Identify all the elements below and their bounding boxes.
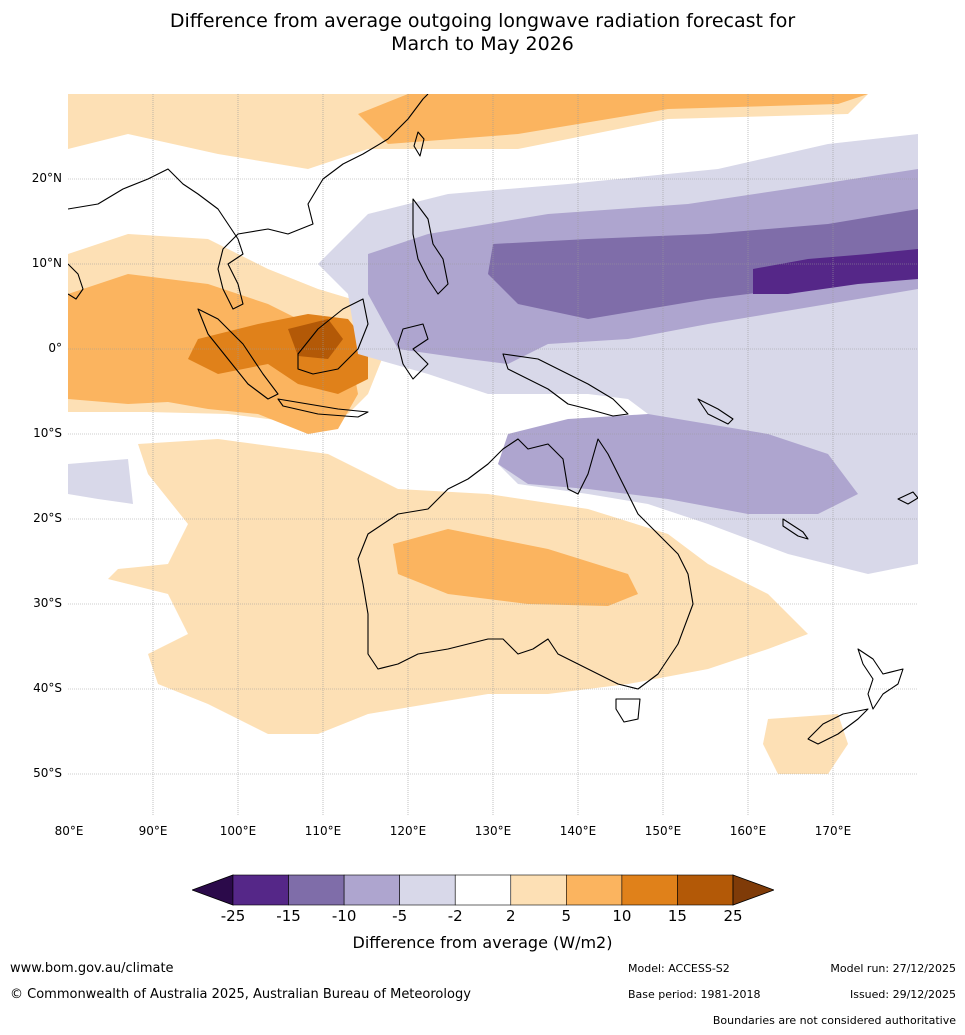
colorbar-tick-label: 5 <box>561 907 572 925</box>
anomaly-violet-pacific <box>488 209 918 319</box>
taiwan-coastline <box>413 131 425 157</box>
colorbar-tick-label: -15 <box>276 907 301 925</box>
colorbar-label: Difference from average (W/m2) <box>352 933 613 952</box>
model-text: Model: ACCESS-S2 <box>628 962 730 975</box>
graticule <box>68 94 918 816</box>
java-coastline <box>277 398 369 418</box>
map-title: Difference from average outgoing longwav… <box>0 10 965 56</box>
anomaly-deep-purple-pacific <box>753 249 918 294</box>
colorbar-segment <box>454 874 512 906</box>
borneo-coastline <box>297 298 369 375</box>
lon-label-130e: 130°E <box>474 824 512 838</box>
colorbar-segment <box>510 874 567 906</box>
anomaly-orange-north <box>358 94 868 144</box>
lon-label-140e: 140°E <box>559 824 597 838</box>
lat-label-20n: 20°N <box>31 171 62 185</box>
colorbar-tick-label: -2 <box>447 907 463 925</box>
lat-label-10n: 10°N <box>31 256 62 270</box>
model-run-text: Model run: 27/12/2025 <box>830 962 956 975</box>
issued-text: Issued: 29/12/2025 <box>849 988 956 1001</box>
colorbar-tick-label: 2 <box>505 907 516 925</box>
lon-label-120e: 120°E <box>389 824 427 838</box>
sulawesi-coastline <box>397 323 429 380</box>
olr-anomaly-map <box>68 94 918 816</box>
colorbar <box>192 874 774 906</box>
title-line-1: Difference from average outgoing longwav… <box>169 10 796 32</box>
lat-label-40s: 40°S <box>33 681 62 695</box>
solomon-islands-coastline <box>697 398 734 425</box>
tasmania-coastline <box>615 698 641 723</box>
anomaly-lavender-west <box>68 459 133 504</box>
lon-label-80e: 80°E <box>54 824 84 838</box>
lon-label-150e: 150°E <box>644 824 682 838</box>
australia-coastline <box>357 438 694 690</box>
colorbar-tick-label: 25 <box>723 907 743 925</box>
new-zealand-south-coastline <box>807 708 869 745</box>
fiji-coastline <box>897 491 918 505</box>
copyright-text: © Commonwealth of Australia 2025, Austra… <box>10 987 471 1002</box>
lon-label-110e: 110°E <box>304 824 342 838</box>
website-text: www.bom.gov.au/climate <box>10 961 174 976</box>
colorbar-under-arrow <box>192 874 234 906</box>
base-period-text: Base period: 1981-2018 <box>628 988 761 1001</box>
anomaly-light-orange-nz <box>763 714 848 774</box>
new-caledonia-coastline <box>782 518 809 540</box>
new-zealand-north-coastline <box>857 648 904 710</box>
colorbar-tick-label: 15 <box>667 907 687 925</box>
lat-label-0: 0° <box>48 341 62 355</box>
disclaimer-text: Boundaries are not considered authoritat… <box>712 1014 956 1027</box>
lon-label-170e: 170°E <box>814 824 852 838</box>
colorbar-segment <box>288 874 345 906</box>
lat-label-20s: 20°S <box>33 511 62 525</box>
colorbar-segment <box>621 874 678 906</box>
colorbar-segment <box>343 874 400 906</box>
coastlines <box>68 94 918 745</box>
anomaly-orange-australia <box>393 529 638 606</box>
lat-label-10s: 10°S <box>33 426 62 440</box>
colorbar-tick-label: -5 <box>392 907 408 925</box>
colorbar-over-arrow <box>732 874 774 906</box>
colorbar-tick-label: 10 <box>612 907 632 925</box>
india-coastline <box>68 263 84 300</box>
lat-label-50s: 50°S <box>33 766 62 780</box>
new-guinea-coastline <box>502 353 629 417</box>
colorbar-segment <box>399 874 456 906</box>
colorbar-segment <box>232 874 289 906</box>
colorbar-tick-label: -25 <box>220 907 246 925</box>
philippines-coastline <box>412 198 449 295</box>
lat-label-30s: 30°S <box>33 596 62 610</box>
lon-label-90e: 90°E <box>138 824 168 838</box>
sumatra-coastline <box>197 308 279 400</box>
colorbar-tick-label: -10 <box>331 907 357 925</box>
lon-label-100e: 100°E <box>219 824 257 838</box>
asia-coastline <box>68 94 429 310</box>
lon-label-160e: 160°E <box>729 824 767 838</box>
anomaly-purple-australia <box>498 414 858 514</box>
colorbar-segment <box>677 874 734 906</box>
title-line-2: March to May 2026 <box>391 33 574 55</box>
colorbar-segment <box>566 874 623 906</box>
